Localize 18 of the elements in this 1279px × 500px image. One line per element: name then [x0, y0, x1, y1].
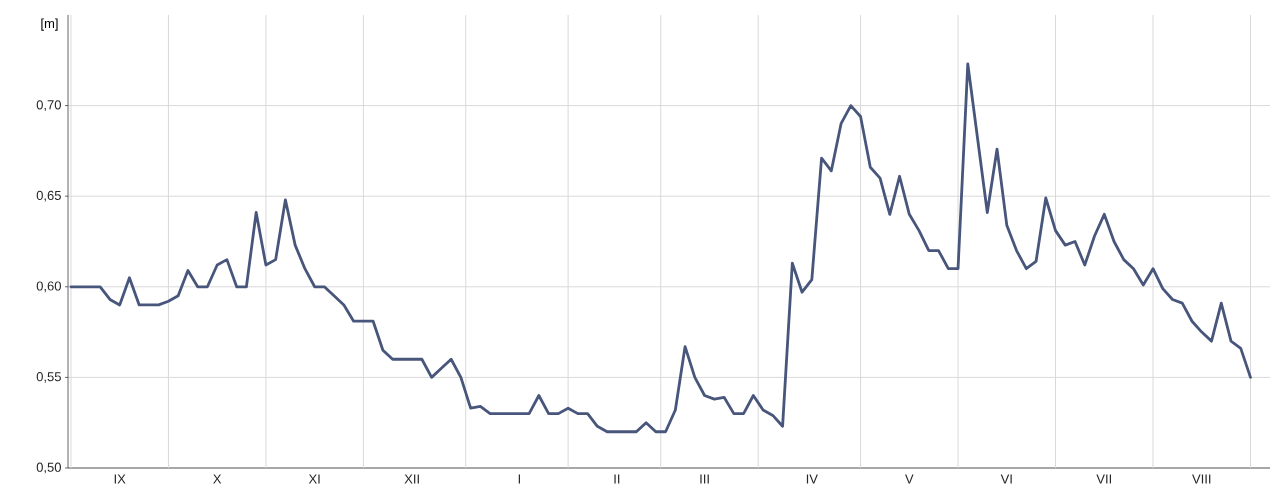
x-tick-label: VIII [1192, 474, 1211, 484]
y-tick-label: 0,65 [36, 190, 61, 202]
y-tick-label: 0,55 [36, 372, 61, 383]
x-tick-label: IX [114, 474, 126, 484]
x-tick-label: VI [1000, 474, 1012, 484]
x-tick-label: XI [308, 474, 320, 484]
y-tick-label: 0,60 [36, 281, 61, 293]
y-axis-title: [m] [41, 18, 58, 31]
x-tick-label: I [518, 474, 520, 484]
x-tick-label: XII [404, 474, 419, 484]
y-tick-label: 0,70 [36, 100, 61, 111]
x-tick-label: II [614, 474, 620, 484]
x-tick-label: VII [1096, 474, 1112, 484]
y-tick-label: 0,50 [36, 462, 61, 474]
x-tick-label: X [213, 474, 222, 484]
x-tick-label: V [905, 474, 914, 484]
x-tick-label: III [700, 474, 709, 484]
x-tick-label: IV [806, 474, 818, 484]
